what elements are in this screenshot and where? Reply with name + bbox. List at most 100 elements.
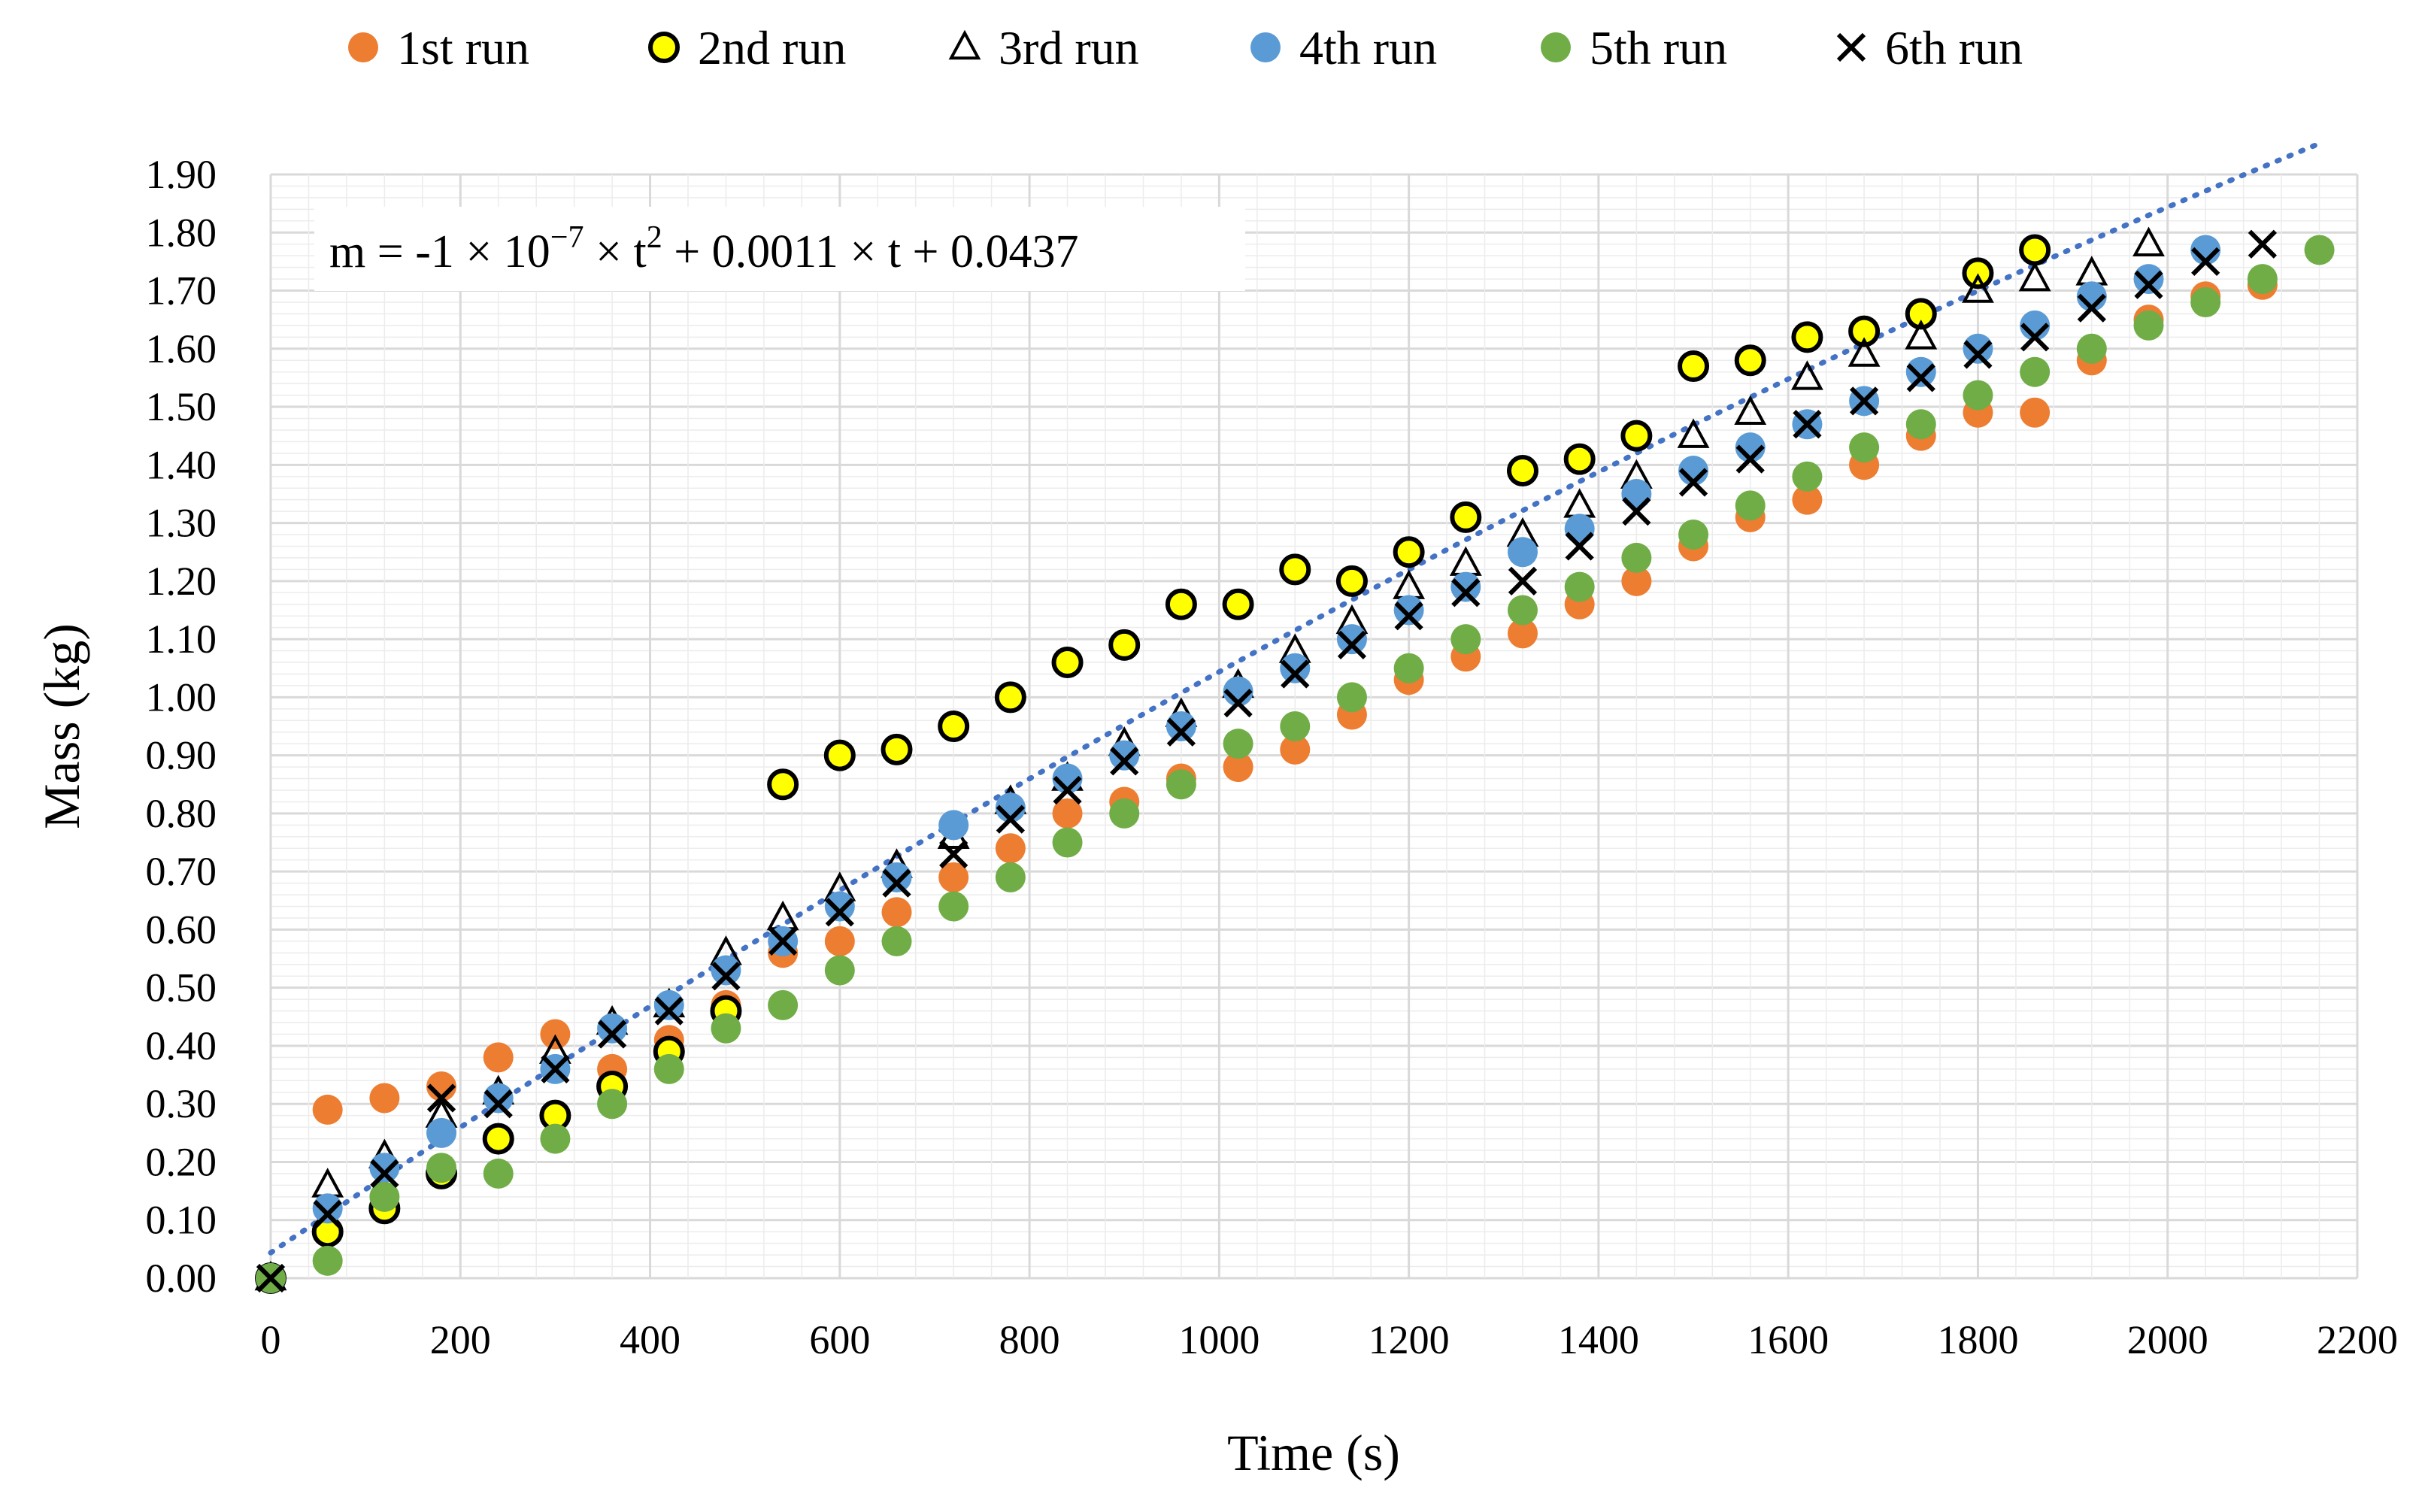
data-point xyxy=(1735,444,1765,474)
equation-exponent: −7 xyxy=(550,220,584,255)
y-tick-label: 1.70 xyxy=(146,268,217,314)
data-point xyxy=(824,926,855,956)
data-point xyxy=(939,839,968,869)
data-point xyxy=(1791,321,1823,353)
data-point xyxy=(938,711,970,742)
data-point xyxy=(1792,484,1823,515)
data-point xyxy=(1280,734,1311,765)
equation-background xyxy=(314,207,1245,291)
data-point xyxy=(1450,571,1481,602)
y-tick-label: 1.10 xyxy=(146,617,217,662)
data-point xyxy=(1335,565,1368,597)
data-point xyxy=(1393,653,1424,683)
data-point xyxy=(1963,380,1993,411)
data-point xyxy=(1052,763,1083,794)
x-tick-label: 1400 xyxy=(1558,1317,1639,1362)
data-point xyxy=(256,1263,286,1293)
data-point xyxy=(426,1117,457,1148)
x-tick-label: 200 xyxy=(430,1317,491,1362)
data-point xyxy=(1110,747,1139,776)
data-point xyxy=(1450,501,1482,533)
data-point xyxy=(1507,455,1538,487)
legend-marker xyxy=(948,29,981,60)
data-point xyxy=(994,681,1026,714)
equation-label: m = -1 × 10−7 × t2 + 0.0011 × t + 0.0437 xyxy=(329,220,1079,277)
data-point xyxy=(1109,740,1140,771)
data-point xyxy=(2133,264,2164,295)
y-tick-label: 0.90 xyxy=(146,733,217,778)
y-tick-label: 1.60 xyxy=(146,326,217,371)
data-point xyxy=(1905,298,1937,330)
legend-label: 2nd run xyxy=(698,21,846,74)
x-tick-label: 1600 xyxy=(1747,1317,1829,1362)
data-point xyxy=(1564,514,1595,544)
data-point xyxy=(1848,315,1881,347)
series-6 xyxy=(256,229,2277,1293)
legend-marker xyxy=(348,32,378,62)
data-point xyxy=(1165,588,1197,620)
data-point xyxy=(1166,717,1196,747)
trendline-equation: m = -1 × 10−7 × t2 + 0.0011 × t + 0.0437 xyxy=(314,207,1245,291)
x-tick-label: 2200 xyxy=(2317,1317,2398,1362)
y-axis-title: Mass (kg) xyxy=(33,623,90,829)
data-point xyxy=(2248,229,2277,259)
data-point xyxy=(996,804,1025,834)
data-point xyxy=(995,862,1026,892)
data-point xyxy=(2076,333,2107,364)
data-point xyxy=(312,1193,343,1224)
data-point xyxy=(1734,395,1767,426)
data-point xyxy=(1963,340,1993,369)
data-point xyxy=(2020,356,2051,387)
gridlines xyxy=(269,173,2359,1280)
data-point xyxy=(483,1089,513,1119)
data-point xyxy=(2077,293,2106,323)
data-point xyxy=(938,862,969,892)
plot-area xyxy=(271,174,2357,1278)
legend-marker xyxy=(1250,32,1281,62)
data-point xyxy=(1281,659,1310,689)
data-point xyxy=(1734,344,1766,377)
legend-item-2: 2nd run xyxy=(648,21,846,74)
data-point xyxy=(1279,553,1311,586)
legend-label: 6th run xyxy=(1885,21,2023,74)
legend-item-6: 6th run xyxy=(1836,21,2023,74)
data-point xyxy=(2191,247,2220,277)
y-tick-label: 0.50 xyxy=(146,965,217,1011)
data-point xyxy=(938,891,969,922)
x-tick-label: 1800 xyxy=(1937,1317,2018,1362)
equation-suffix: + 0.0011 × t + 0.0437 xyxy=(662,226,1079,277)
legend-item-5: 5th run xyxy=(1541,21,1727,74)
data-point xyxy=(1223,688,1253,718)
legend-label: 1st run xyxy=(397,21,529,74)
data-point xyxy=(823,739,856,771)
x-tick-label: 0 xyxy=(261,1317,281,1362)
data-point xyxy=(1165,769,1196,800)
data-point xyxy=(426,1153,457,1183)
data-point xyxy=(1735,432,1766,463)
data-point xyxy=(711,1013,741,1044)
y-tick-label: 0.20 xyxy=(146,1139,217,1184)
data-point xyxy=(1793,410,1822,439)
data-point xyxy=(541,1054,570,1083)
data-point xyxy=(1564,571,1595,602)
data-points xyxy=(254,226,2335,1294)
data-point xyxy=(653,1053,684,1084)
equation-t-exponent: 2 xyxy=(647,220,662,255)
data-point xyxy=(1849,432,1880,463)
data-point xyxy=(2304,235,2335,265)
y-tick-label: 0.40 xyxy=(146,1023,217,1068)
data-point xyxy=(711,962,741,991)
data-point xyxy=(1678,456,1709,486)
data-point xyxy=(597,1089,628,1120)
data-point xyxy=(1622,497,1651,526)
data-point xyxy=(824,891,855,922)
legend-marker xyxy=(648,32,680,63)
data-point xyxy=(1280,653,1311,683)
y-tick-label: 0.80 xyxy=(146,791,217,836)
data-point xyxy=(882,868,911,898)
data-point xyxy=(1394,601,1423,631)
data-point xyxy=(1165,711,1196,741)
data-point xyxy=(2247,264,2278,295)
data-point xyxy=(2190,286,2221,317)
data-point xyxy=(2132,226,2165,256)
